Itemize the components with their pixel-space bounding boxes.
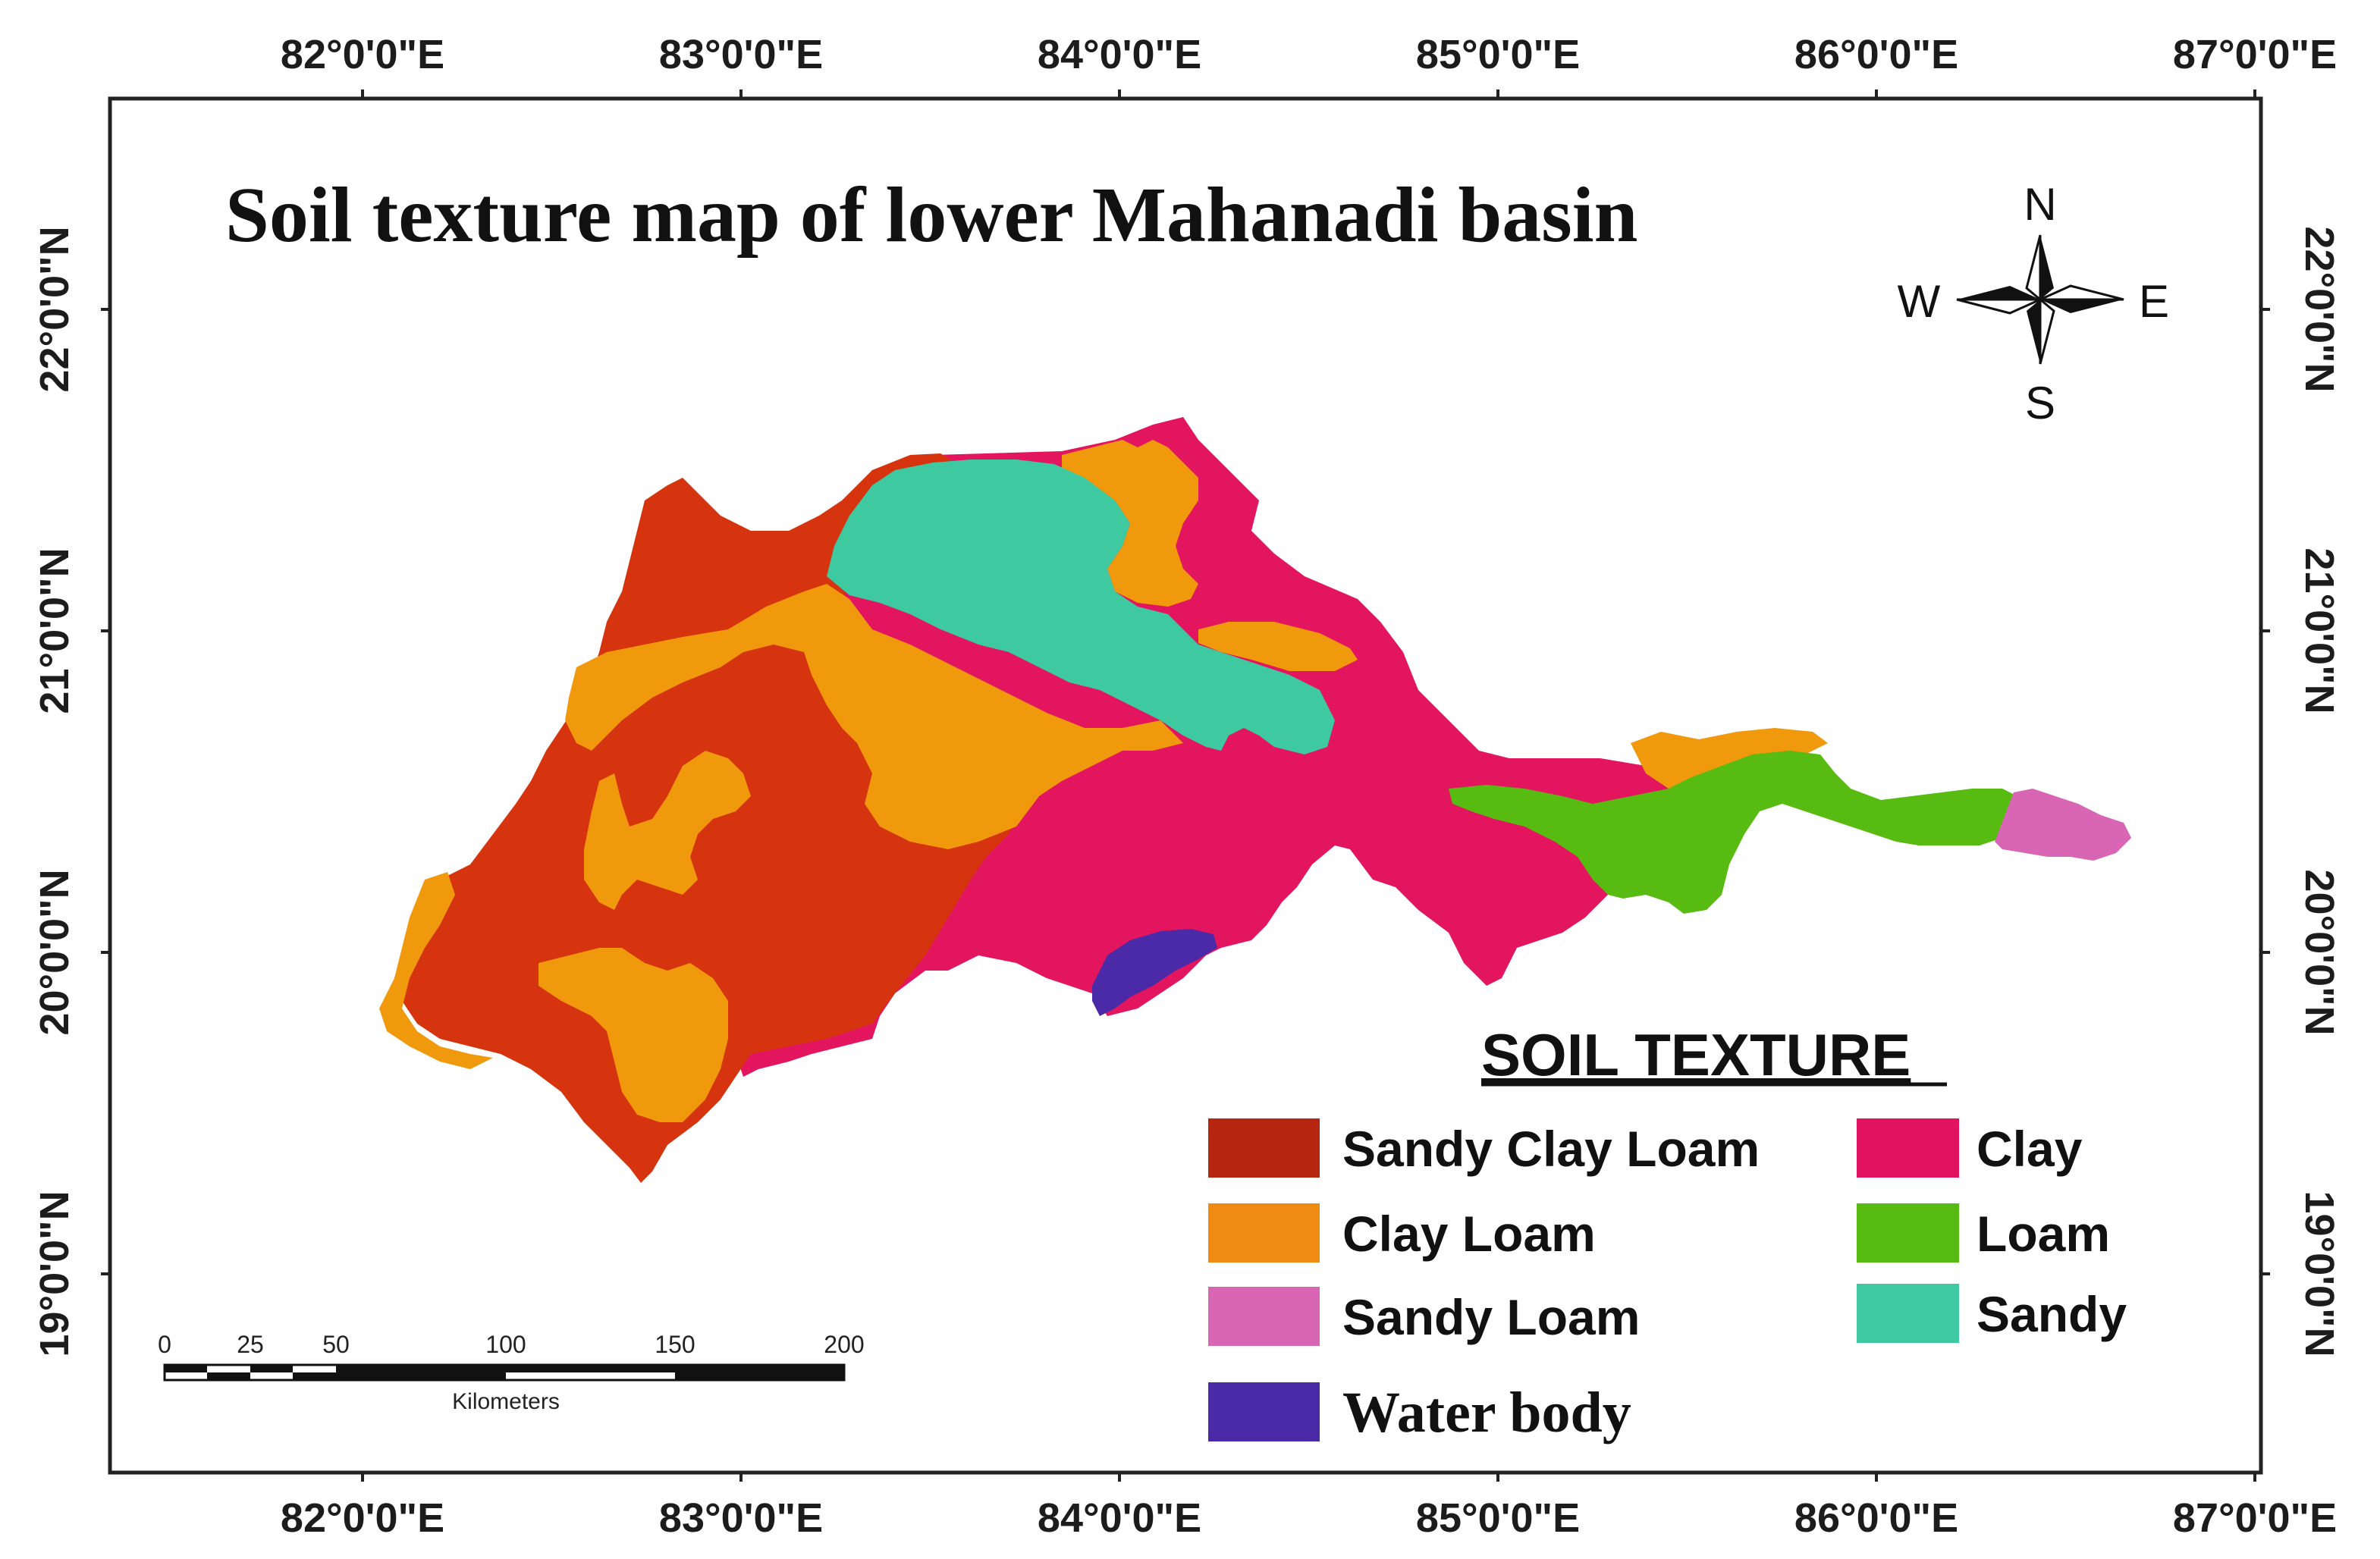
legend-swatch	[1857, 1203, 1959, 1263]
compass-east-label: E	[2139, 276, 2169, 327]
bottom-lon-label-82: 82°0'0"E	[281, 1495, 444, 1541]
compass-north-label: N	[2024, 179, 2056, 230]
legend-title: SOIL TEXTURE	[1481, 1021, 1911, 1088]
legend-item-sandy-clay-loam: Sandy Clay Loam	[1208, 1118, 1760, 1178]
legend-swatch	[1208, 1382, 1320, 1441]
top-lon-label-84: 84°0'0"E	[1038, 32, 1201, 77]
right-lat-label-22: 22°0'0"N	[2297, 226, 2342, 392]
region-loam	[1449, 751, 2017, 914]
left-lat-label-20: 20°0'0"N	[32, 869, 77, 1035]
top-lon-label-85: 85°0'0"E	[1416, 32, 1580, 77]
basin	[379, 417, 2131, 1183]
left-lat-label-21: 21°0'0"N	[32, 547, 77, 714]
scale-tick-200: 200	[824, 1331, 864, 1358]
compass-rose: N S W E	[1898, 179, 2169, 428]
right-lat-label-20: 20°0'0"N	[2297, 869, 2342, 1035]
bottom-lon-label-86: 86°0'0"E	[1794, 1495, 1958, 1541]
region-clay-loam-south	[538, 948, 728, 1122]
map-title: Soil texture map of lower Mahanadi basin	[225, 171, 1638, 259]
legend-label: Water body	[1342, 1381, 1631, 1445]
top-lon-label-87: 87°0'0"E	[2173, 32, 2337, 77]
legend-swatch	[1208, 1203, 1320, 1263]
legend-swatch	[1857, 1118, 1959, 1178]
top-lon-label-82: 82°0'0"E	[281, 32, 444, 77]
legend-item-clay-loam: Clay Loam	[1208, 1203, 1596, 1263]
legend-item-sandy-loam: Sandy Loam	[1208, 1287, 1640, 1346]
left-lat-label-22: 22°0'0"N	[32, 226, 77, 392]
region-clay-loam-central	[565, 584, 1183, 849]
region-sandy	[827, 460, 1335, 754]
bottom-longitude-axis: 82°0'0"E 83°0'0"E 84°0'0"E 85°0'0"E 86°0…	[281, 1473, 2337, 1541]
top-lon-label-83: 83°0'0"E	[659, 32, 823, 77]
left-latitude-axis: 22°0'0"N 21°0'0"N 20°0'0"N 19°0'0"N	[32, 226, 110, 1357]
bottom-lon-label-87: 87°0'0"E	[2173, 1495, 2337, 1541]
scale-tick-50: 50	[322, 1331, 350, 1358]
legend-swatch	[1208, 1118, 1320, 1178]
compass-south-label: S	[2025, 378, 2055, 428]
right-lat-label-21: 21°0'0"N	[2297, 547, 2342, 714]
legend-label: Sandy Loam	[1342, 1289, 1640, 1345]
scale-tick-0: 0	[158, 1331, 171, 1358]
right-latitude-axis: 22°0'0"N 21°0'0"N 20°0'0"N 19°0'0"N	[2261, 226, 2342, 1357]
bottom-lon-label-83: 83°0'0"E	[659, 1495, 823, 1541]
legend-swatch	[1857, 1284, 1959, 1343]
legend-label: Sandy Clay Loam	[1342, 1121, 1760, 1177]
legend-item-clay: Clay	[1857, 1118, 2083, 1178]
scale-bar: 0 25 50 100 150 200 Kilometers	[158, 1331, 865, 1414]
region-clay-loam-small	[1198, 622, 1358, 671]
left-lat-label-19: 19°0'0"N	[32, 1190, 77, 1357]
compass-west-label: W	[1898, 276, 1941, 327]
region-clay-loam-inner-y	[584, 751, 751, 910]
region-clay-loam-east	[1631, 728, 1828, 789]
scale-tick-100: 100	[485, 1331, 526, 1358]
legend-label: Sandy	[1977, 1286, 2127, 1342]
bottom-lon-label-85: 85°0'0"E	[1416, 1495, 1580, 1541]
legend-item-water-body: Water body	[1208, 1381, 1631, 1445]
legend-item-loam: Loam	[1857, 1203, 2110, 1263]
top-lon-label-86: 86°0'0"E	[1794, 32, 1958, 77]
top-longitude-axis: 82°0'0"E 83°0'0"E 84°0'0"E 85°0'0"E 86°0…	[281, 32, 2337, 99]
legend-label: Loam	[1977, 1206, 2110, 1262]
legend-swatch	[1208, 1287, 1320, 1346]
scale-unit-label: Kilometers	[452, 1389, 560, 1414]
scale-tick-25: 25	[237, 1331, 264, 1358]
region-clay-loam-west	[379, 872, 493, 1069]
legend-label: Clay	[1977, 1121, 2083, 1177]
region-water-body	[1092, 929, 1217, 1016]
scale-tick-150: 150	[655, 1331, 695, 1358]
legend-label: Clay Loam	[1342, 1206, 1596, 1262]
bottom-lon-label-84: 84°0'0"E	[1038, 1495, 1201, 1541]
region-sandy-loam	[1995, 789, 2131, 861]
north-arrow-icon	[1956, 234, 2124, 365]
legend: SOIL TEXTURE Sandy Clay Loam Clay Loam S…	[1208, 1021, 2127, 1445]
legend-item-sandy: Sandy	[1857, 1284, 2127, 1343]
right-lat-label-19: 19°0'0"N	[2297, 1190, 2342, 1357]
